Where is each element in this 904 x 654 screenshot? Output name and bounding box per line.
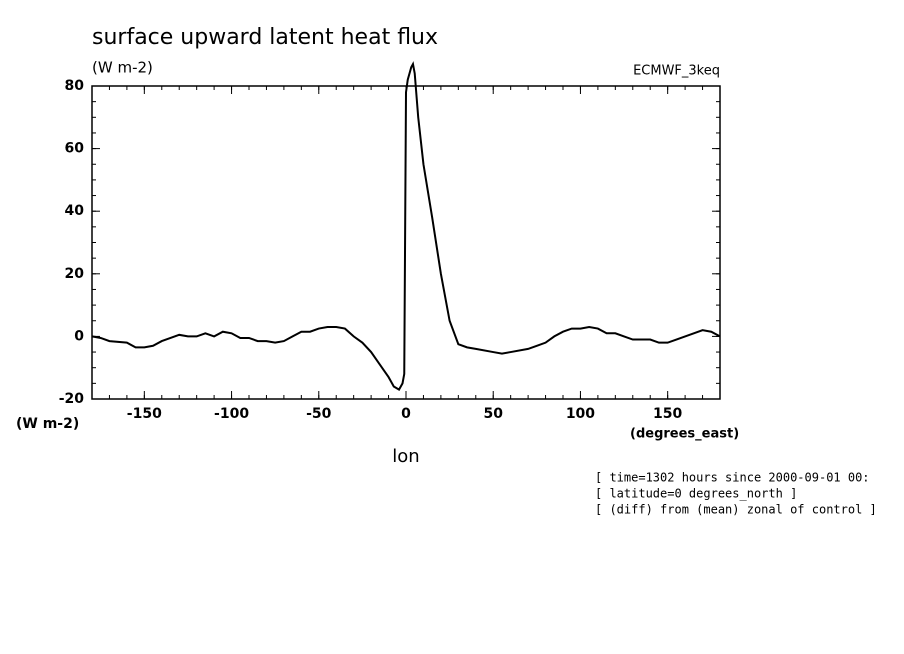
annotation: [ latitude=0 degrees_north ]: [595, 487, 797, 501]
x-tick-label: -100: [214, 406, 249, 422]
x-tick-label: 100: [566, 406, 595, 422]
data-line: [91, 61, 721, 391]
annotation: [ time=1302 hours since 2000-09-01 00:: [595, 471, 870, 485]
y-tick-label: 60: [65, 141, 85, 157]
y-tick-label: 20: [65, 266, 85, 282]
y-tick-label: 80: [65, 78, 85, 94]
x-units: (degrees_east): [630, 427, 739, 442]
x-tick-label: 50: [483, 406, 503, 422]
x-tick-label: -50: [306, 406, 332, 422]
x-tick-label: -150: [127, 406, 162, 422]
y-tick-label: 40: [65, 203, 85, 219]
y-units: (W m-2): [92, 59, 153, 77]
x-tick-label: 150: [653, 406, 682, 422]
y-units-bottom: (W m-2): [16, 416, 79, 432]
y-tick-label: 0: [74, 328, 84, 344]
x-axis-label: lon: [392, 446, 419, 467]
y-tick-label: -20: [59, 391, 85, 407]
dataset-label: ECMWF_3keq: [633, 64, 720, 79]
annotation: [ (diff) from (mean) zonal of control ]: [595, 503, 877, 517]
x-tick-label: 0: [401, 406, 411, 422]
chart-title: surface upward latent heat flux: [92, 25, 438, 50]
